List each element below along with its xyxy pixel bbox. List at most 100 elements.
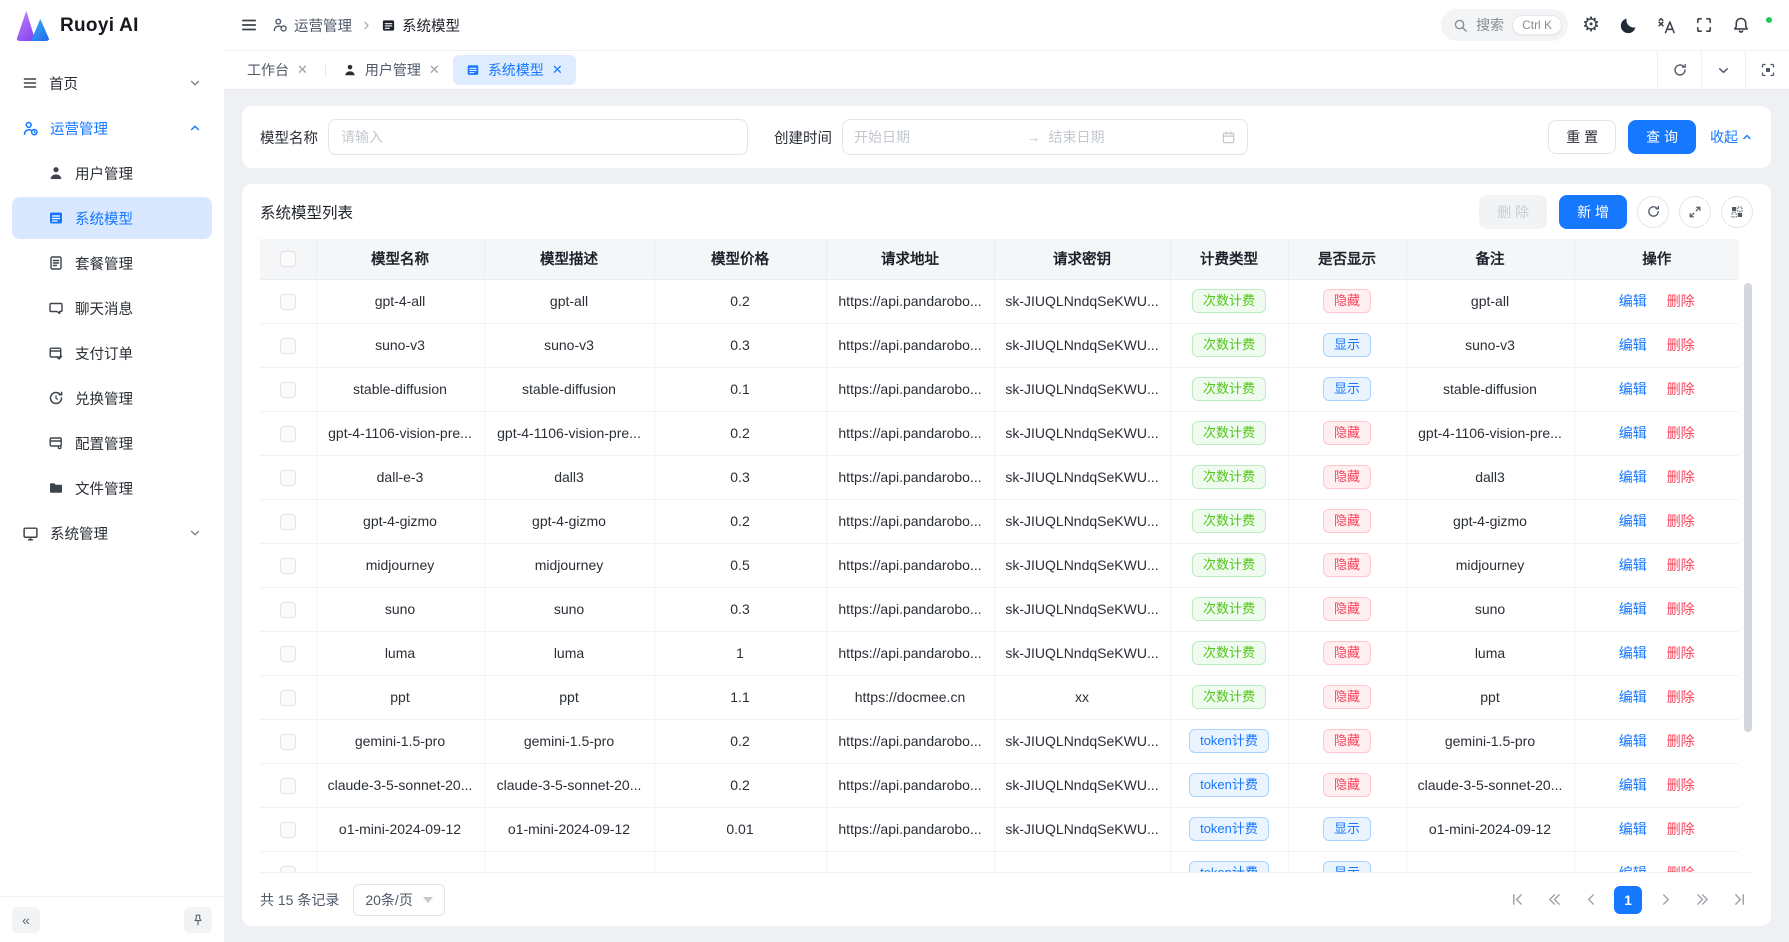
search-button[interactable]: 查 询	[1628, 120, 1696, 154]
collapse-filter-link[interactable]: 收起	[1710, 127, 1753, 147]
sidebar-item-chat-messages[interactable]: 聊天消息	[12, 287, 212, 329]
row-checkbox[interactable]	[279, 601, 296, 618]
sidebar-item-files[interactable]: 文件管理	[12, 467, 212, 509]
date-range-picker[interactable]: 开始日期 → 结束日期	[842, 119, 1248, 155]
page-1-button[interactable]: 1	[1614, 885, 1642, 914]
row-checkbox[interactable]	[279, 293, 296, 310]
cell-remark: suno-v3	[1406, 323, 1575, 368]
add-button[interactable]: 新 增	[1559, 194, 1627, 229]
cell-request-url: https://api.pandarobo...	[826, 807, 995, 852]
row-checkbox[interactable]	[279, 777, 296, 794]
row-checkbox[interactable]	[279, 513, 296, 530]
breadcrumb-operations[interactable]: 运营管理	[272, 15, 352, 36]
expand-table-button[interactable]	[1679, 195, 1711, 228]
delete-link[interactable]: 删除	[1666, 689, 1695, 705]
sidebar-item-redeem[interactable]: 兑换管理	[12, 377, 212, 419]
close-icon[interactable]: ✕	[297, 62, 308, 77]
edit-link[interactable]: 编辑	[1618, 425, 1647, 441]
column-settings-button[interactable]	[1721, 195, 1753, 228]
page-size-select[interactable]: 20条/页	[353, 883, 445, 916]
delete-link[interactable]: 删除	[1666, 821, 1695, 837]
edit-link[interactable]: 编辑	[1618, 557, 1647, 573]
sidebar-item-users[interactable]: 用户管理	[12, 152, 212, 194]
delete-link[interactable]: 删除	[1666, 733, 1695, 749]
delete-link[interactable]: 删除	[1666, 557, 1695, 573]
edit-link[interactable]: 编辑	[1618, 645, 1647, 661]
scrollbar-thumb[interactable]	[1744, 283, 1752, 733]
batch-delete-button[interactable]: 删 除	[1479, 194, 1548, 229]
delete-link[interactable]: 删除	[1666, 469, 1695, 485]
row-checkbox[interactable]	[279, 557, 296, 574]
breadcrumb-system-model[interactable]: 系统模型	[381, 15, 460, 36]
row-checkbox[interactable]	[279, 469, 296, 486]
delete-link[interactable]: 删除	[1666, 601, 1695, 617]
reset-button[interactable]: 重 置	[1548, 120, 1617, 154]
edit-link[interactable]: 编辑	[1618, 381, 1647, 397]
sidebar-item-system-model[interactable]: 系统模型	[12, 197, 212, 239]
sidebar-item-home[interactable]: 首页	[12, 62, 212, 104]
edit-link[interactable]: 编辑	[1618, 601, 1647, 617]
row-checkbox[interactable]	[279, 425, 296, 442]
sidebar-item-config[interactable]: 配置管理	[12, 422, 212, 464]
close-icon[interactable]: ✕	[551, 62, 563, 77]
app-logo-icon	[16, 11, 50, 41]
tab-menu-button[interactable]	[1701, 51, 1745, 89]
sidebar-item-system[interactable]: 系统管理	[12, 512, 212, 554]
delete-link[interactable]: 删除	[1666, 777, 1695, 793]
edit-link[interactable]: 编辑	[1618, 337, 1647, 353]
prev-fast-button[interactable]	[1540, 886, 1568, 914]
edit-link[interactable]: 编辑	[1618, 733, 1647, 749]
prev-page-button[interactable]	[1577, 886, 1605, 914]
fullscreen-icon[interactable]	[1695, 16, 1713, 34]
row-checkbox[interactable]	[279, 821, 296, 838]
last-page-button[interactable]	[1725, 886, 1753, 914]
row-checkbox[interactable]	[279, 733, 296, 750]
sidebar-item-operations[interactable]: 运营管理	[12, 107, 212, 149]
refresh-tab-button[interactable]	[1657, 51, 1701, 89]
row-checkbox[interactable]	[279, 865, 296, 872]
edit-link[interactable]: 编辑	[1618, 469, 1647, 485]
delete-link[interactable]: 删除	[1666, 337, 1695, 353]
model-name-input[interactable]	[328, 119, 748, 155]
row-checkbox[interactable]	[279, 645, 296, 662]
edit-link[interactable]: 编辑	[1618, 513, 1647, 529]
delete-link[interactable]: 删除	[1666, 513, 1695, 529]
hamburger-icon[interactable]	[240, 16, 258, 34]
next-fast-button[interactable]	[1688, 886, 1716, 914]
delete-link[interactable]: 删除	[1666, 293, 1695, 309]
edit-link[interactable]: 编辑	[1618, 293, 1647, 309]
gear-icon[interactable]: ⚙	[1582, 14, 1600, 36]
delete-link[interactable]: 删除	[1666, 425, 1695, 441]
chevron-up-icon	[1743, 134, 1751, 140]
tab-users[interactable]: 用户管理 ✕	[330, 55, 453, 85]
moon-icon[interactable]	[1619, 16, 1638, 35]
next-page-button[interactable]	[1651, 886, 1679, 914]
menu-icon	[22, 75, 38, 91]
sidebar-item-payment-orders[interactable]: 支付订单	[12, 332, 212, 374]
row-checkbox[interactable]	[279, 689, 296, 706]
close-icon[interactable]: ✕	[428, 62, 440, 77]
delete-link[interactable]: 删除	[1666, 645, 1695, 661]
delete-link[interactable]: 删除	[1667, 865, 1695, 872]
bell-icon[interactable]	[1732, 16, 1750, 34]
edit-link[interactable]: 编辑	[1619, 865, 1647, 872]
billing-type-tag: 次数计费	[1191, 288, 1266, 314]
row-checkbox[interactable]	[279, 337, 296, 354]
table-scrollbar[interactable]	[1743, 281, 1753, 872]
delete-link[interactable]: 删除	[1666, 381, 1695, 397]
tab-workbench[interactable]: 工作台 ✕	[234, 55, 321, 85]
global-search[interactable]: 搜索 Ctrl K	[1441, 9, 1569, 41]
refresh-table-button[interactable]	[1637, 195, 1669, 228]
pin-sidebar-button[interactable]	[184, 906, 212, 933]
edit-link[interactable]: 编辑	[1618, 777, 1647, 793]
edit-link[interactable]: 编辑	[1618, 821, 1647, 837]
collapse-sidebar-button[interactable]: «	[12, 906, 40, 933]
translate-icon[interactable]	[1657, 16, 1676, 35]
select-all-checkbox[interactable]	[279, 250, 296, 267]
content-fullscreen-button[interactable]	[1745, 51, 1789, 89]
tab-system-model[interactable]: 系统模型 ✕	[452, 55, 576, 85]
sidebar-item-packages[interactable]: 套餐管理	[12, 242, 212, 284]
first-page-button[interactable]	[1503, 886, 1531, 914]
row-checkbox[interactable]	[279, 381, 296, 398]
edit-link[interactable]: 编辑	[1618, 689, 1647, 705]
